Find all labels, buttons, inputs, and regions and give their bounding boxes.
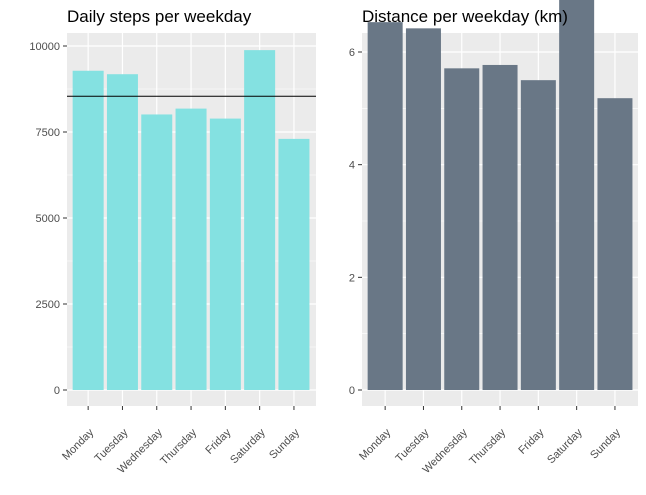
distance-bar-friday bbox=[520, 80, 556, 391]
steps-y-tick-label: 10000 bbox=[29, 41, 60, 53]
distance-y-tick-label: 2 bbox=[349, 272, 355, 284]
distance-bar-saturday bbox=[559, 0, 595, 390]
distance-bar-monday bbox=[367, 22, 403, 390]
distance-x-tick-label: Friday bbox=[516, 426, 546, 456]
steps-bar-sunday bbox=[278, 138, 310, 390]
steps-chart-title: Daily steps per weekday bbox=[67, 7, 252, 26]
distance-x-tick-label: Tuesday bbox=[394, 426, 432, 464]
distance-x-tick-label: Thursday bbox=[467, 426, 508, 467]
steps-bar-monday bbox=[72, 70, 104, 390]
steps-x-tick-label: Sunday bbox=[267, 426, 302, 461]
steps-x-tick-label: Thursday bbox=[158, 426, 199, 467]
distance-x-tick-label: Sunday bbox=[588, 426, 623, 461]
steps-y-tick-label: 7500 bbox=[36, 127, 60, 139]
steps-bar-thursday bbox=[175, 108, 207, 390]
steps-x-tick-label: Monday bbox=[60, 426, 97, 463]
distance-chart-title: Distance per weekday (km) bbox=[362, 7, 568, 26]
distance-x-tick-label: Monday bbox=[357, 426, 394, 463]
steps-y-tick-label: 5000 bbox=[36, 213, 60, 225]
distance-y-tick-label: 4 bbox=[349, 160, 355, 172]
distance-x-tick-label: Saturday bbox=[545, 426, 585, 466]
steps-bar-saturday bbox=[244, 50, 276, 391]
distance-bar-sunday bbox=[597, 98, 633, 391]
steps-x-tick-label: Saturday bbox=[228, 426, 268, 466]
distance-bar-thursday bbox=[482, 64, 518, 390]
steps-bar-wednesday bbox=[141, 114, 173, 391]
distance-y-tick-label: 0 bbox=[349, 385, 355, 397]
steps-chart-panel: 025005000750010000MondayTuesdayWednesday… bbox=[29, 7, 316, 476]
steps-x-tick-label: Friday bbox=[203, 426, 233, 456]
steps-bar-friday bbox=[209, 118, 241, 391]
distance-bar-wednesday bbox=[444, 68, 480, 390]
steps-bar-tuesday bbox=[106, 74, 138, 390]
steps-y-tick-label: 2500 bbox=[36, 299, 60, 311]
steps-y-tick-label: 0 bbox=[54, 385, 60, 397]
distance-y-tick-label: 6 bbox=[349, 47, 355, 59]
distance-bar-tuesday bbox=[405, 28, 441, 391]
